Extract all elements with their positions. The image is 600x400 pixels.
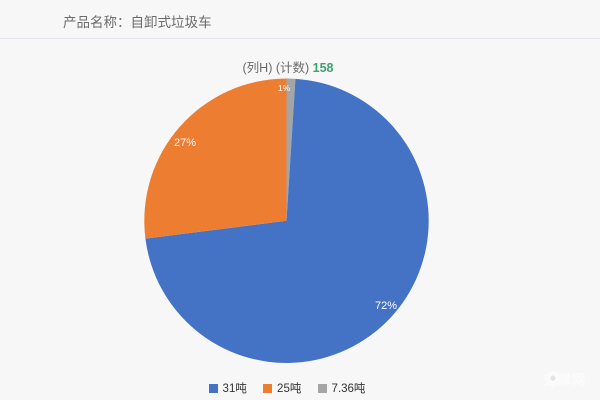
svg-text:1%: 1%	[278, 83, 291, 93]
svg-text:72%: 72%	[375, 300, 397, 312]
svg-text:27%: 27%	[174, 137, 196, 149]
